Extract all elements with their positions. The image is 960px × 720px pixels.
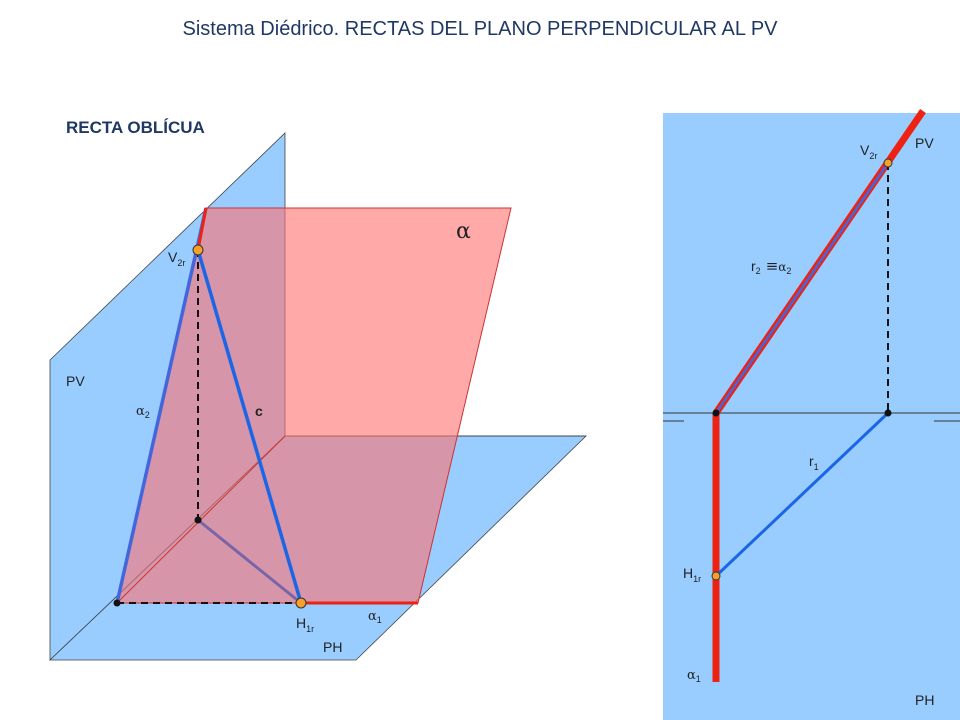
right-dihedral-view: PV PH V2r H1r r2 ≡α2 r1 α1 xyxy=(663,109,960,720)
page-title: Sistema Diédrico. RECTAS DEL PLANO PERPE… xyxy=(182,18,778,40)
pv-label-dihedral: PV xyxy=(915,135,934,151)
alpha1-sub-dihedral: 1 xyxy=(696,674,701,684)
ph-label-dihedral: PH xyxy=(915,692,934,708)
r2-sub: 2 xyxy=(756,266,761,276)
alpha2-sub-dihedral: 2 xyxy=(786,266,791,276)
point-lt-left xyxy=(712,409,720,417)
point-corner xyxy=(113,599,121,607)
equiv-symbol: ≡ xyxy=(766,257,779,275)
v2r-label-dihedral: V2r xyxy=(860,142,877,161)
r2-alpha2-label: r2 ≡α2 xyxy=(751,257,791,276)
v2r-sub: 2r xyxy=(177,258,185,268)
trace-alpha2 xyxy=(115,207,208,604)
point-lt-right xyxy=(884,409,892,417)
r1-label-dihedral: r1 xyxy=(809,453,819,472)
alpha1-main-dihedral: α xyxy=(687,668,696,683)
alpha1-label: α1 xyxy=(368,609,382,625)
alpha1-label-dihedral: α1 xyxy=(687,668,701,684)
r1-main: r xyxy=(809,453,814,469)
point-v2r xyxy=(192,244,204,256)
alpha1-main: α xyxy=(368,609,377,624)
v2r-label: V2r xyxy=(168,249,185,268)
h1r-sub-dihedral: 1r xyxy=(693,574,701,584)
alpha2-main: α xyxy=(136,404,145,419)
left-3d-view: α PV PH c V2r H1r α2 α1 xyxy=(49,132,587,661)
alpha1-sub: 1 xyxy=(377,615,382,625)
dihedral-background xyxy=(663,113,960,720)
v2r-sub-dihedral: 2r xyxy=(869,151,877,161)
h1r-sub: 1r xyxy=(306,624,314,634)
r2-main: r xyxy=(751,258,756,274)
alpha2-label: α2 xyxy=(136,404,150,420)
h1r-main: H xyxy=(296,615,306,631)
h1r-label: H1r xyxy=(296,615,314,634)
line-r-3d xyxy=(196,249,303,604)
line-r2-dihedral xyxy=(714,162,890,414)
point-h1r xyxy=(295,597,307,609)
point-projection xyxy=(194,516,202,524)
pv-label: PV xyxy=(66,373,85,389)
trace-alpha2-top xyxy=(196,207,208,251)
point-v2r-dihedral xyxy=(883,158,893,168)
subtitle: RECTA OBLÍCUA xyxy=(66,118,205,137)
alpha2-sub: 2 xyxy=(145,410,150,420)
ph-label: PH xyxy=(323,639,342,655)
v2r-main: V xyxy=(168,249,178,265)
h1r-label-dihedral: H1r xyxy=(683,565,701,584)
c-label: c xyxy=(255,403,263,419)
h1r-main-dihedral: H xyxy=(683,565,693,581)
point-h1r-dihedral xyxy=(711,571,721,581)
line-r1-3d xyxy=(197,518,302,605)
alpha2-main-dihedral: α xyxy=(778,260,786,274)
alpha-plane-label: α xyxy=(456,219,471,244)
line-r1-dihedral xyxy=(714,411,890,578)
r1-sub: 1 xyxy=(814,462,819,472)
v2r-main-dihedral: V xyxy=(860,142,870,158)
